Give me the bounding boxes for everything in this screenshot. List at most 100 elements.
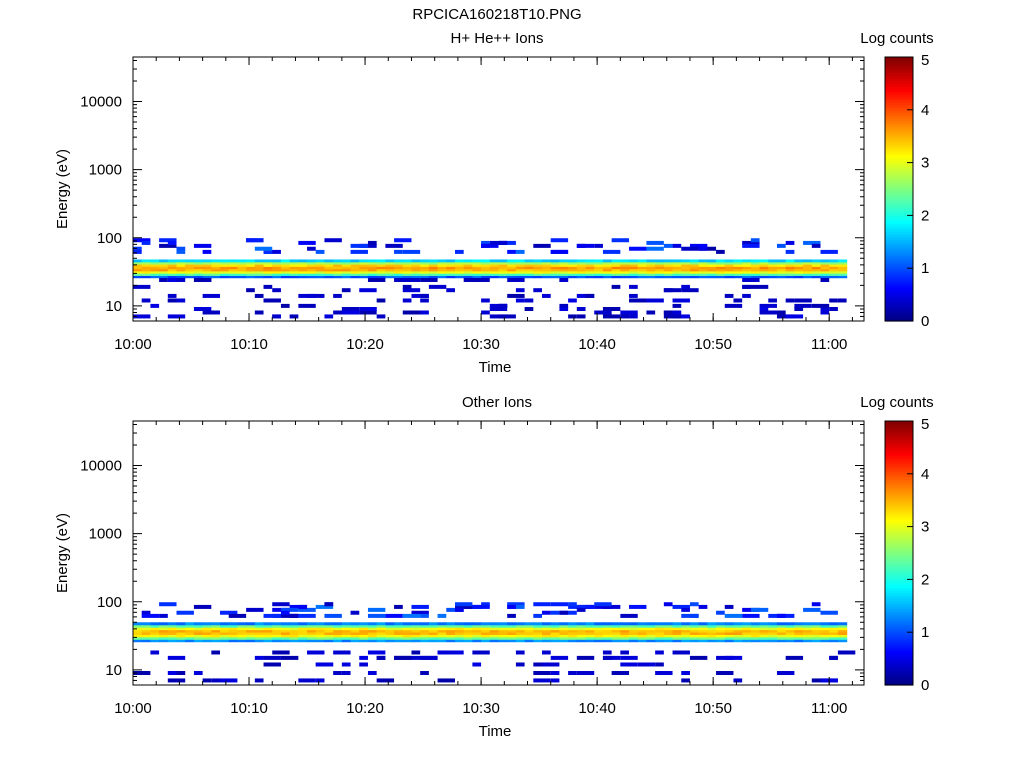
heatmap-cell <box>454 266 465 270</box>
heatmap-cell <box>698 636 708 640</box>
colorbar-segment <box>885 167 913 172</box>
heatmap-cell <box>742 622 752 626</box>
heatmap-cell <box>663 631 674 635</box>
colorbar-segment <box>885 431 913 435</box>
heatmap-cell <box>141 636 151 640</box>
heatmap-cell <box>385 266 395 270</box>
heatmap-cell <box>394 264 404 267</box>
heatmap-cell <box>246 631 256 635</box>
heatmap-cell <box>367 277 386 282</box>
heatmap-cell <box>803 607 821 612</box>
heatmap-cell <box>341 273 352 276</box>
heatmap-cell <box>324 261 334 265</box>
heatmap-cell <box>159 268 169 272</box>
heatmap-cell <box>707 631 717 635</box>
heatmap-cell <box>220 264 230 267</box>
colorbar-frame <box>884 56 914 322</box>
heatmap-cell <box>655 624 665 628</box>
heatmap-cell <box>185 275 195 279</box>
heatmap-cell <box>324 622 334 626</box>
heatmap-cell <box>394 238 412 243</box>
heatmap-cell <box>646 636 656 640</box>
heatmap-cell <box>341 266 352 270</box>
heatmap-cell <box>211 266 221 270</box>
heatmap-cell <box>280 613 299 618</box>
heatmap-cell <box>716 629 726 633</box>
heatmap-cell <box>568 261 578 265</box>
heatmap-cell <box>672 264 682 267</box>
heatmap-cell <box>385 273 395 276</box>
heatmap-cell <box>576 629 587 633</box>
heatmap-cell <box>298 631 308 635</box>
heatmap-cell <box>498 314 516 319</box>
heatmap-cell <box>820 636 830 640</box>
heatmap-cell <box>663 275 674 279</box>
heatmap-cell <box>663 264 674 267</box>
heatmap-cell <box>750 622 761 626</box>
heatmap-cell <box>803 266 813 270</box>
heatmap-cell <box>585 268 595 272</box>
colorbar-segment <box>885 487 913 491</box>
colorbar-segment <box>885 130 913 135</box>
heatmap-cell <box>533 613 543 618</box>
heatmap-cell <box>481 310 490 315</box>
heatmap-cell <box>602 604 621 609</box>
heatmap-cell <box>576 259 587 263</box>
heatmap-cell <box>463 631 473 635</box>
heatmap-cell <box>350 634 360 638</box>
heatmap-cell <box>750 284 769 289</box>
heatmap-cell <box>515 298 525 303</box>
heatmap-cell <box>803 624 813 628</box>
heatmap-cell <box>707 624 717 628</box>
heatmap-cell <box>837 261 848 265</box>
heatmap-cell <box>376 266 386 270</box>
heatmap-cell <box>167 268 178 272</box>
heatmap-cell <box>289 273 299 276</box>
heatmap-cell <box>550 634 561 638</box>
colorbar-segment <box>885 471 913 475</box>
heatmap-cell <box>402 622 413 626</box>
heatmap-cell <box>167 270 178 274</box>
colorbar-segment <box>885 605 913 610</box>
colorbar-segment <box>885 555 913 559</box>
heatmap-cell <box>359 243 377 248</box>
colorbar-segment <box>885 677 913 681</box>
heatmap-cell <box>585 639 595 643</box>
heatmap-cell <box>411 259 421 263</box>
colorbar-segment <box>885 165 913 169</box>
heatmap-cell <box>489 273 500 276</box>
heatmap-cell <box>681 268 691 272</box>
heatmap-cell <box>515 261 526 265</box>
heatmap-cell <box>655 275 665 279</box>
colorbar-segment <box>885 508 913 512</box>
heatmap-cell <box>681 631 691 635</box>
heatmap-cell <box>602 655 612 660</box>
heatmap-cell <box>254 636 265 640</box>
heatmap-cell <box>298 261 308 265</box>
heatmap-cell <box>141 639 151 643</box>
heatmap-cell <box>637 639 648 643</box>
heatmap-cell <box>550 655 569 660</box>
heatmap-cell <box>454 631 465 635</box>
panel-1-title: H+ He++ Ions <box>451 30 544 47</box>
heatmap-cell <box>315 261 326 265</box>
heatmap-cell <box>411 275 421 279</box>
heatmap-cell <box>367 307 377 311</box>
heatmap-cell <box>550 261 561 265</box>
heatmap-cell <box>707 264 717 267</box>
heatmap-cell <box>620 275 630 279</box>
heatmap-cell <box>185 259 195 263</box>
panel-1-heatmap-cells <box>133 238 848 319</box>
heatmap-cell <box>724 639 735 643</box>
heatmap-cell <box>167 631 178 635</box>
heatmap-cell <box>359 624 369 628</box>
heatmap-cell <box>611 671 630 675</box>
heatmap-cell <box>141 240 151 245</box>
colorbar-segment <box>885 159 913 164</box>
heatmap-cell <box>663 624 674 628</box>
heatmap-cell <box>742 284 751 289</box>
heatmap-cell <box>559 307 569 311</box>
heatmap-cell <box>524 631 534 635</box>
heatmap-cell <box>785 634 795 638</box>
heatmap-cell <box>559 259 569 263</box>
